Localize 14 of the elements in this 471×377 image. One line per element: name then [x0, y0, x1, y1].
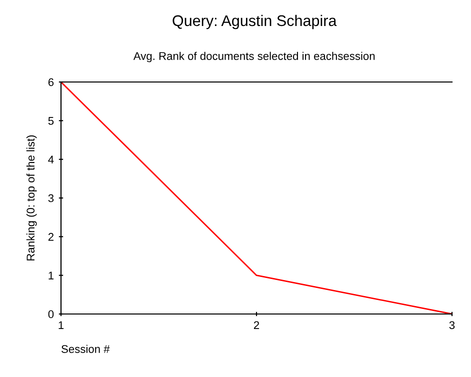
x-tick-label: 3 — [449, 321, 455, 330]
y-tick-label: 4 — [48, 156, 54, 164]
x-axis-title: Session # — [62, 344, 110, 353]
y-axis-title: Ranking (0: top of the list) — [26, 135, 37, 260]
y-tick-label: 1 — [48, 272, 54, 280]
y-tick-label: 5 — [48, 117, 54, 125]
y-tick-label: 2 — [48, 232, 54, 241]
chart-subtitle: Avg. Rank of documents selected in eachsession — [133, 52, 375, 62]
y-tick-label: 0 — [48, 310, 54, 318]
x-tick-label: 2 — [254, 321, 260, 329]
x-tick-label: 1 — [58, 321, 64, 329]
chart-title: Query: Agustin Schapira — [172, 14, 337, 30]
y-tick-label: 6 — [48, 78, 54, 86]
y-tick-label: 3 — [48, 194, 54, 202]
